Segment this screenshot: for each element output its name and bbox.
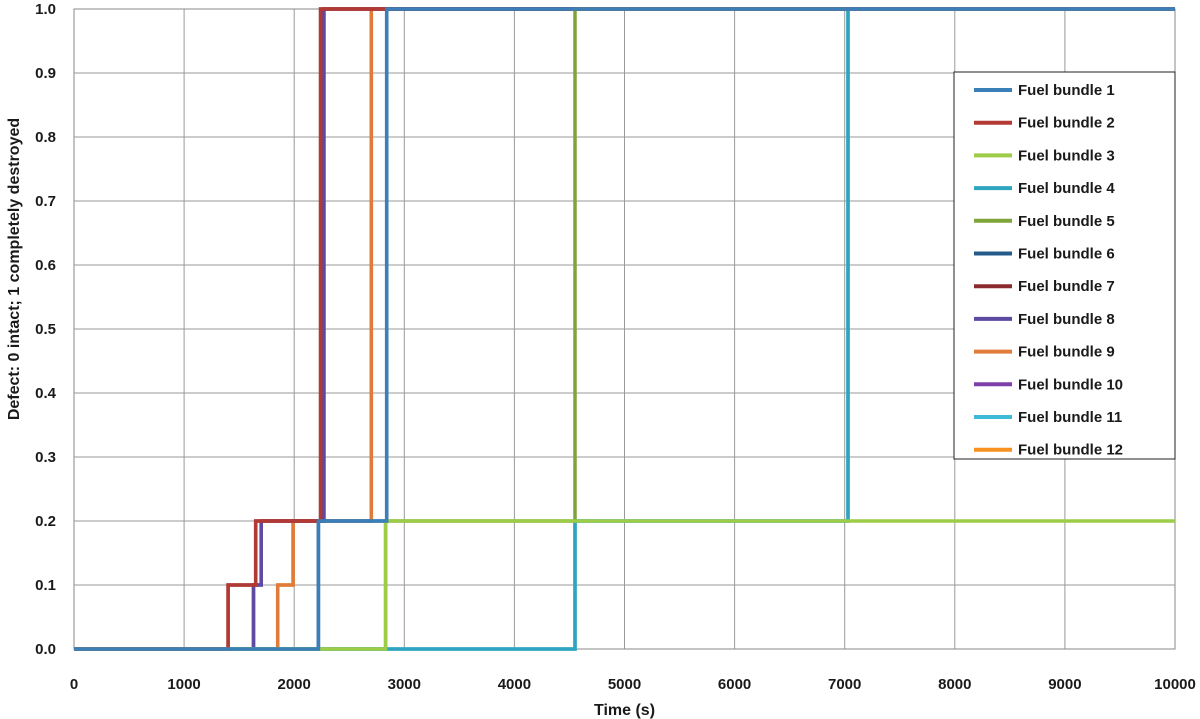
x-tick-label: 4000 (498, 676, 531, 693)
legend-label-fuel-bundle-5: Fuel bundle 5 (1018, 213, 1115, 230)
x-axis-title: Time (s) (594, 702, 655, 719)
x-tick-label: 9000 (1048, 676, 1081, 693)
x-tick-label: 0 (70, 676, 78, 693)
legend-label-fuel-bundle-12: Fuel bundle 12 (1018, 442, 1123, 459)
y-tick-label: 1.0 (35, 1, 56, 18)
x-tick-label: 6000 (718, 676, 751, 693)
x-tick-label: 3000 (388, 676, 421, 693)
x-tick-label: 7000 (828, 676, 861, 693)
x-tick-label: 8000 (938, 676, 971, 693)
legend-label-fuel-bundle-7: Fuel bundle 7 (1018, 278, 1115, 295)
x-tick-label: 5000 (608, 676, 641, 693)
series-line-fuel-bundle-2 (74, 7, 1175, 651)
legend-label-fuel-bundle-4: Fuel bundle 4 (1018, 180, 1115, 197)
series-line-fuel-bundle-9 (74, 7, 1175, 651)
legend: Fuel bundle 1 Fuel bundle 2 Fuel bundle 3 F… (953, 71, 1176, 460)
y-tick-label: 0.1 (35, 577, 56, 594)
y-tick-label: 0.4 (35, 385, 57, 402)
y-tick-label: 0.6 (35, 257, 56, 274)
y-axis-title: Defect: 0 intact; 1 completely destroyed (6, 118, 23, 420)
y-tick-label: 0.3 (35, 449, 56, 466)
legend-label-fuel-bundle-6: Fuel bundle 6 (1018, 246, 1115, 263)
legend-label-fuel-bundle-9: Fuel bundle 9 (1018, 344, 1115, 361)
legend-label-fuel-bundle-3: Fuel bundle 3 (1018, 147, 1115, 164)
legend-label-fuel-bundle-8: Fuel bundle 8 (1018, 311, 1115, 328)
y-tick-label: 0.0 (35, 641, 56, 658)
x-tick-label: 10000 (1154, 676, 1196, 693)
x-tick-label: 1000 (167, 676, 200, 693)
tick-labels: 0 1000 2000 3000 4000 5000 6000 7000 8000 9000 100… (35, 1, 1196, 693)
series-lines (74, 7, 1175, 651)
legend-box (953, 71, 1176, 460)
series-line-fuel-bundle-1 (74, 7, 1175, 651)
legend-label-fuel-bundle-2: Fuel bundle 2 (1018, 115, 1115, 132)
series-line-fuel-bundle-8 (74, 7, 1175, 651)
y-tick-label: 0.8 (35, 129, 56, 146)
x-tick-label: 2000 (278, 676, 311, 693)
legend-label-fuel-bundle-1: Fuel bundle 1 (1018, 82, 1115, 99)
legend-label-fuel-bundle-10: Fuel bundle 10 (1018, 376, 1123, 393)
y-tick-label: 0.9 (35, 65, 56, 82)
y-tick-label: 0.2 (35, 513, 56, 530)
y-tick-label: 0.7 (35, 193, 56, 210)
legend-label-fuel-bundle-11: Fuel bundle 11 (1018, 409, 1122, 426)
y-tick-label: 0.5 (35, 321, 56, 338)
